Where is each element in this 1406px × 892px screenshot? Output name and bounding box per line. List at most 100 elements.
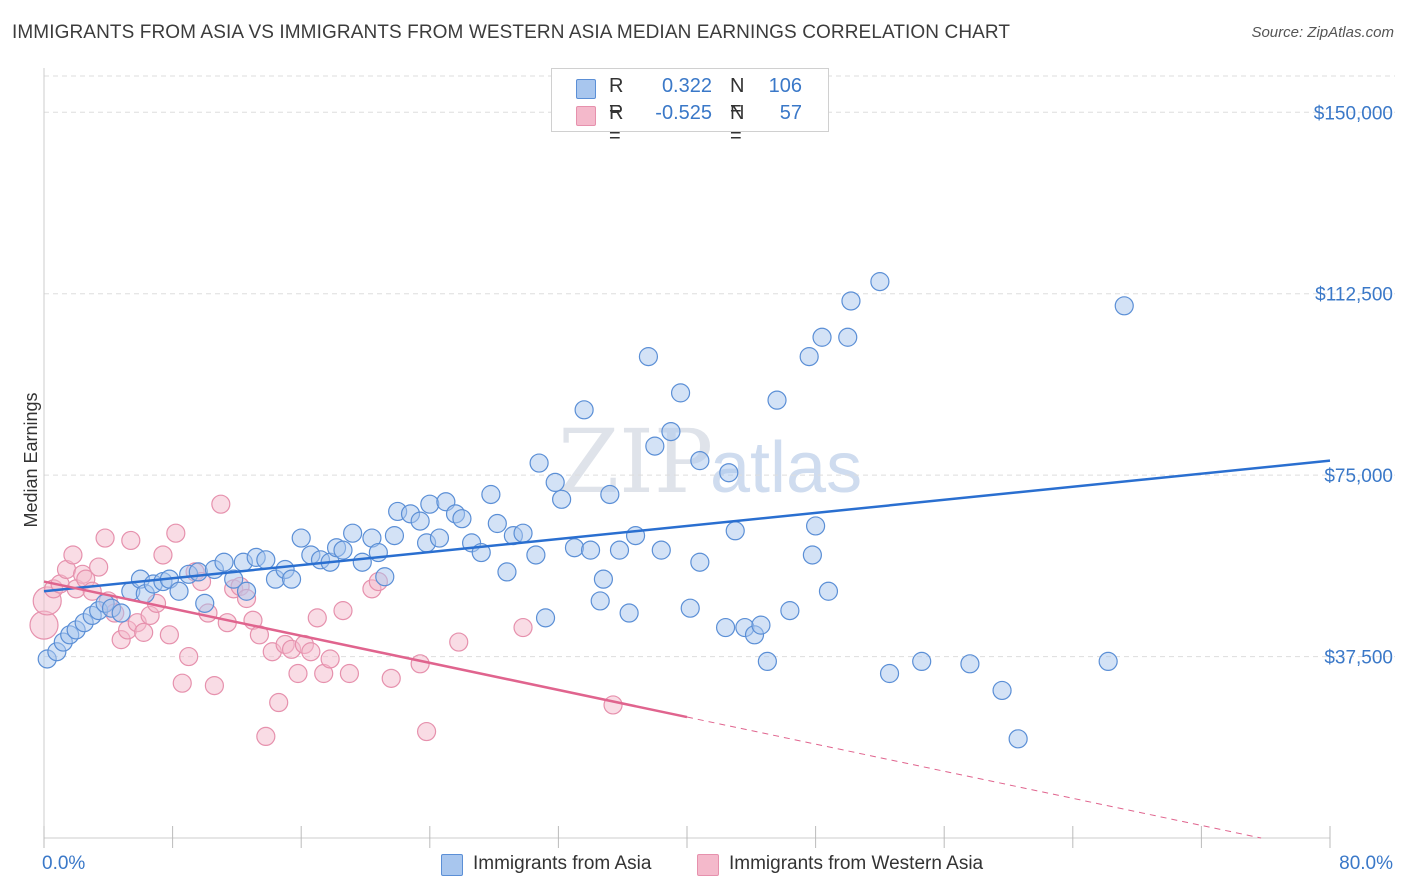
legend-swatch-asia [576,79,596,99]
bottom-legend-swatch-asia [441,854,463,876]
asia-point [690,451,710,471]
asia-point [780,601,800,621]
asia-point [802,545,822,565]
western-asia-point [410,654,430,674]
asia-point [452,509,472,529]
asia-point [580,540,601,560]
asia-point [343,523,363,543]
asia-point [645,436,665,456]
chart-source: Source: ZipAtlas.com [1251,24,1394,41]
x-tick-label-max: 80.0% [1339,853,1393,874]
asia-point [1008,729,1028,749]
western-asia-point [95,528,115,548]
legend-n-label: N = [730,75,745,120]
asia-point [333,540,353,560]
y-axis-label: Median Earnings [21,392,41,527]
legend-n-value: 106 [768,75,802,97]
asia-point [992,680,1012,701]
asia-point [1098,651,1118,672]
western-asia-point [29,610,59,640]
asia-point [214,552,234,572]
legend-n-value: 57 [779,102,802,124]
asia-point [590,591,610,611]
asia-point [609,540,630,560]
asia-point [281,569,302,589]
western-asia-point [301,642,321,662]
western-asia-point [172,673,192,693]
asia-point [670,383,691,403]
asia-point [429,528,450,548]
asia-point [661,422,681,442]
legend-r-label: R = [609,102,624,147]
legend-n-label: N = [730,102,745,147]
asia-point [1114,296,1134,316]
asia-point [195,593,215,613]
asia-point [169,581,189,601]
asia-point [545,472,565,492]
western-asia-point [166,523,186,543]
asia-points [37,272,1134,749]
western-asia-point [179,646,199,667]
asia-point [805,516,826,536]
asia-point [111,603,131,623]
asia-point [593,569,614,589]
asia-point [719,463,739,483]
western-asia-point [159,625,179,645]
asia-point [751,615,771,635]
western-asia-point [288,663,308,684]
chart-title: IMMIGRANTS FROM ASIA VS IMMIGRANTS FROM … [12,22,1011,43]
legend-swatch-western-asia [576,106,596,126]
asia-trend-line [43,459,1331,593]
asia-point [838,327,858,347]
asia-point [410,511,430,531]
western-asia-point [269,692,289,713]
asia-point [767,390,787,410]
western-asia-point [339,663,360,684]
asia-point [420,494,440,514]
asia-point [526,545,546,565]
x-tick-marks [43,826,1331,848]
western-asia-point [134,622,154,642]
legend-r-value: 0.322 [661,75,712,97]
y-tick-labels: $37,500 $75,000 $112,500 $150,000 [1314,103,1393,668]
asia-point [236,581,257,601]
western-asia-point [211,494,231,514]
asia-point [757,651,777,672]
bottom-legend-label-asia: Immigrants from Asia [473,853,652,874]
western-asia-point [63,545,83,565]
y-tick-label: $37,500 [1324,648,1393,669]
western-asia-point [449,632,469,652]
asia-point [841,291,861,311]
western-asia-point [603,695,623,715]
asia-point [812,327,832,347]
asia-point [375,567,395,587]
asia-point [352,552,372,572]
asia-point [224,569,244,589]
asia-point [384,526,405,546]
asia-point [680,598,700,618]
western-asia-point [333,601,353,621]
asia-point [513,523,533,543]
legend-r-value: -0.525 [655,102,712,124]
asia-point [879,663,900,684]
asia-point [497,562,517,582]
asia-point [690,552,710,572]
trend-lines [43,459,1331,839]
asia-point [574,400,594,420]
bottom-legend-label-western-asia: Immigrants from Western Asia [729,853,984,874]
western-asia-point [204,675,224,696]
asia-point [638,347,659,367]
asia-point [651,540,671,560]
western-asia-point [153,545,173,565]
bottom-legend-swatch-western-asia [697,854,719,876]
western-asia-point [307,608,327,628]
correlation-legend: R = 0.322 N = 106 R = -0.525 N = 57 [551,68,829,147]
western-asia-point [256,726,276,747]
asia-point [291,528,311,548]
asia-point [188,562,208,582]
watermark-zip: ZIP [558,410,713,513]
western-asia-point [381,668,401,688]
asia-point [870,272,890,292]
asia-point [799,347,819,367]
western-asia-point [121,530,141,551]
